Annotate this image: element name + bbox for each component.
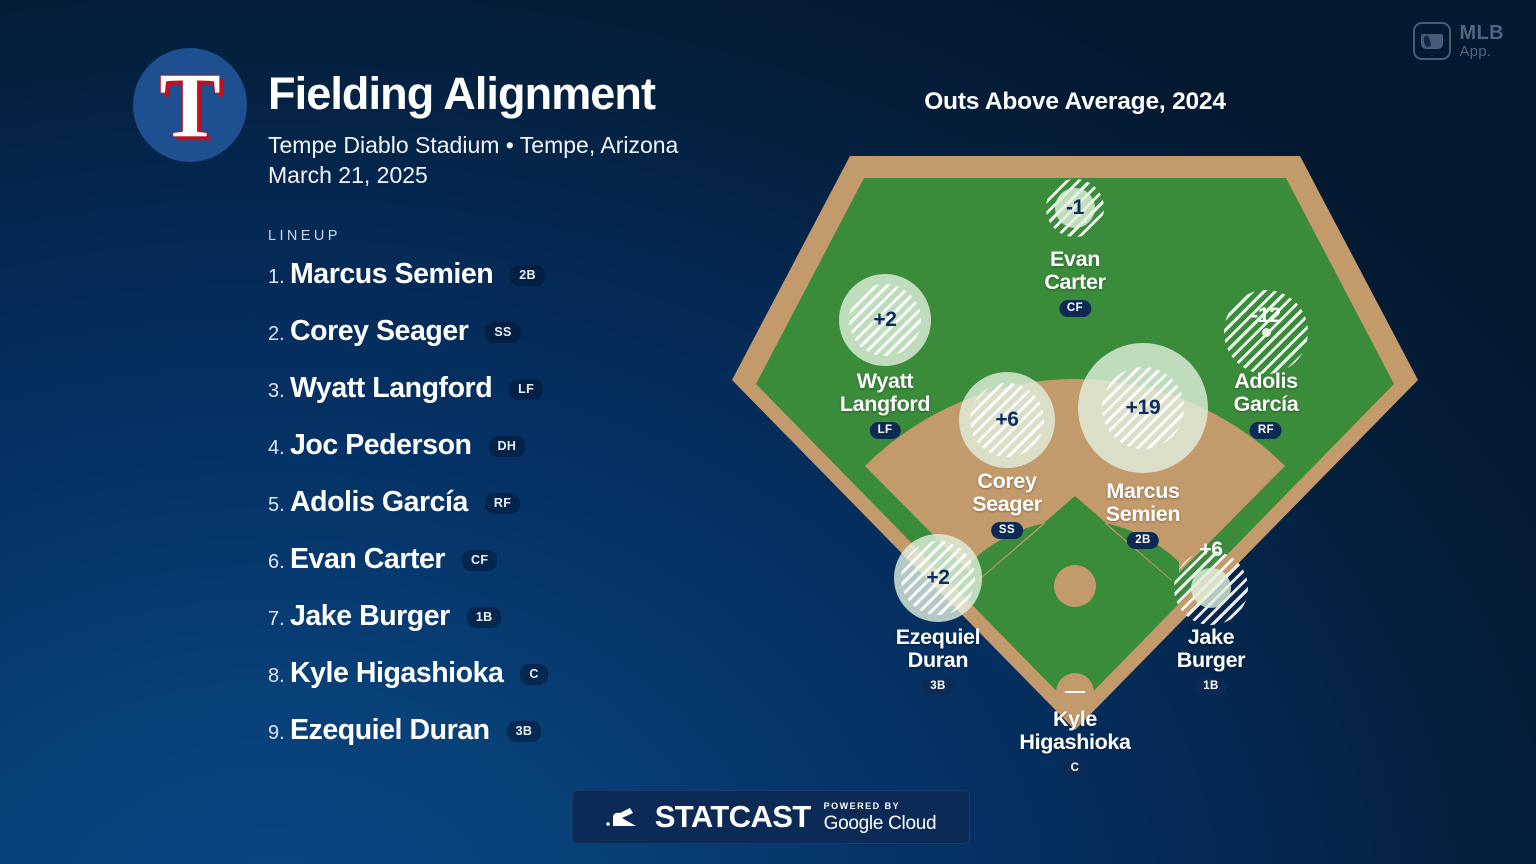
lineup-order: 5. (268, 494, 285, 516)
fielder-position-badge: C (1062, 760, 1088, 777)
lineup-item: 8. Kyle Higashioka C (268, 657, 728, 714)
fielder-position-badge: CF (1058, 300, 1092, 317)
field-chart-title: Outs Above Average, 2024 (924, 88, 1226, 115)
lineup-position-badge: LF (509, 379, 544, 400)
powered-by-label: POWERED BY (823, 800, 901, 811)
lineup-player-name: Corey Seager (290, 315, 469, 347)
lineup-order: 1. (268, 266, 285, 288)
lineup-order: 6. (268, 551, 285, 573)
fielder-position-badge: 2B (1127, 532, 1159, 549)
lineup-item: 7. Jake Burger 1B (268, 600, 728, 657)
venue-subtitle: Tempe Diablo Stadium • Tempe, Arizona Ma… (268, 130, 678, 191)
lineup-player-name: Ezequiel Duran (290, 714, 490, 746)
lineup-item: 9. Ezequiel Duran 3B (268, 714, 728, 771)
lineup-order: 9. (268, 722, 285, 744)
fielder-name-line1: Wyatt (856, 369, 914, 393)
mlb-logo-icon (1413, 22, 1452, 60)
lineup-item: 4. Joc Pederson DH (268, 429, 728, 486)
fielder-name-line2: Higashioka (1019, 730, 1131, 754)
fielder-name-line1: Kyle (1052, 707, 1098, 731)
fielder-label-3b: Ezequiel Duran 3B (895, 625, 981, 695)
fielder-name-line1: Marcus (1106, 479, 1180, 503)
fielder-name-line2: Carter (1044, 270, 1106, 294)
lineup-player-name: Marcus Semien (290, 258, 494, 290)
fielder-position-badge: SS (990, 522, 1024, 539)
lineup-item: 3. Wyatt Langford LF (268, 372, 728, 429)
fielder-position-badge: LF (869, 422, 901, 439)
lineup-player-name: Wyatt Langford (290, 372, 493, 404)
fielder-label-1b: Jake Burger 1B (1176, 625, 1246, 695)
fielder-name-line2: García (1233, 392, 1299, 416)
lineup-position-badge: SS (485, 322, 521, 343)
lineup-item: 5. Adolis García RF (268, 486, 728, 543)
lineup-position-badge: 1B (466, 607, 502, 628)
baseball-field-diagram: -1 Evan Carter CF +2 Wyatt Langford LF -… (700, 118, 1490, 798)
lineup-player-name: Adolis García (290, 486, 468, 518)
lineup-position-badge: RF (484, 493, 521, 514)
left-panel: T Fielding Alignment Tempe Diablo Stadiu… (0, 0, 760, 864)
fielder-name-line2: Duran (907, 648, 969, 672)
statcast-wordmark: STATCAST (654, 799, 812, 834)
fielder-name-line2: Seager (972, 492, 1042, 516)
lineup-player-name: Joc Pederson (290, 429, 472, 461)
fielder-label-lf: Wyatt Langford LF (839, 369, 931, 439)
fielder-name-line2: Burger (1176, 648, 1246, 672)
lineup-order: 4. (268, 437, 285, 459)
fielder-position-badge: 1B (1195, 678, 1227, 695)
fielder-name-line2: Langford (839, 392, 931, 416)
venue-line: Tempe Diablo Stadium • Tempe, Arizona (268, 132, 679, 158)
lineup-item: 2. Corey Seager SS (268, 315, 728, 372)
lineup-order: 8. (268, 665, 285, 687)
fielder-name-line2: Semien (1105, 502, 1181, 526)
fielder-name-line1: Adolis (1234, 369, 1298, 393)
fielder-name-line1: Ezequiel (895, 625, 981, 649)
statcast-footer-badge: STATCAST POWERED BY Google Cloud (572, 790, 970, 844)
mlb-app-label-line2: App. (1459, 43, 1492, 60)
fielder-label-cf: Evan Carter CF (1044, 247, 1106, 317)
lineup-position-badge: DH (488, 436, 526, 457)
rangers-t-glyph: T (159, 54, 221, 156)
lineup-position-badge: 2B (510, 265, 545, 286)
fielder-name-line1: Corey (977, 469, 1037, 493)
fielder-position-badge: 3B (922, 678, 954, 695)
google-cloud-label: Google Cloud (823, 812, 937, 834)
mlb-app-logo: MLB App. (1413, 22, 1504, 60)
lineup-position-badge: 3B (506, 721, 542, 742)
fielder-label-c: Kyle Higashioka C (1019, 707, 1131, 777)
fielder-position-badge: RF (1249, 422, 1283, 439)
lineup-item: 6. Evan Carter CF (268, 543, 728, 600)
page-title: Fielding Alignment (268, 68, 656, 119)
lineup-position-badge: CF (462, 550, 498, 571)
fielder-label-2b: Marcus Semien 2B (1105, 479, 1181, 549)
fielder-label-rf: Adolis García RF (1233, 369, 1299, 439)
lineup-heading: LINEUP (268, 228, 341, 244)
lineup-order: 3. (268, 380, 285, 402)
fielder-name-line1: Evan (1050, 247, 1100, 271)
texas-rangers-logo-icon: T (133, 48, 247, 162)
catcher-oaa-value: — (1065, 680, 1085, 703)
mlb-app-label-line1: MLB (1459, 22, 1504, 44)
lineup-order: 2. (268, 323, 285, 345)
fielder-label-ss: Corey Seager SS (972, 469, 1042, 539)
lineup-item: 1. Marcus Semien 2B (268, 258, 728, 315)
lineup-position-badge: C (520, 664, 548, 685)
lineup-player-name: Jake Burger (290, 600, 450, 632)
lineup-order: 7. (268, 608, 285, 630)
statcast-radar-icon (605, 808, 636, 826)
lineup-player-name: Evan Carter (290, 543, 446, 575)
lineup-player-name: Kyle Higashioka (290, 657, 504, 689)
catcher-marker: — (1056, 673, 1094, 711)
lineup-list: 1. Marcus Semien 2B 2. Corey Seager SS 3… (268, 258, 728, 771)
field-svg (732, 156, 1418, 730)
pitchers-mound (1054, 565, 1096, 607)
fielder-name-line1: Jake (1187, 625, 1235, 649)
date-line: March 21, 2025 (268, 162, 428, 189)
